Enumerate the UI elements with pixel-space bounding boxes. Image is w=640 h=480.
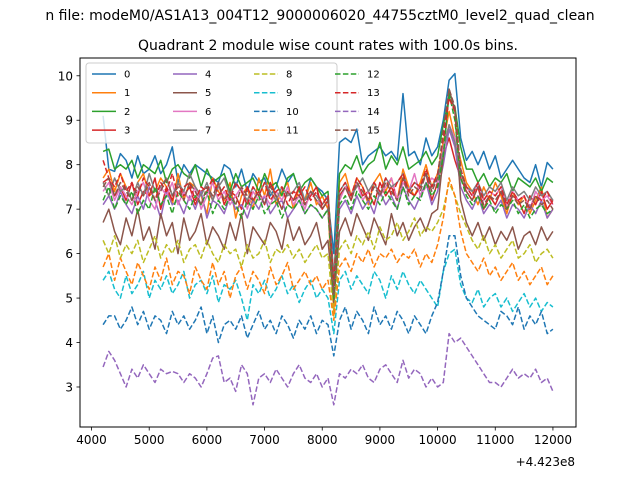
legend-label: 13 xyxy=(367,88,380,99)
x-tick-label: 6000 xyxy=(192,433,223,447)
x-tick-label: 10000 xyxy=(418,433,456,447)
axes-frame xyxy=(79,57,577,428)
legend-label: 12 xyxy=(367,70,380,81)
legend-label: 5 xyxy=(205,88,211,99)
series-line-8 xyxy=(102,181,554,317)
series-line-5 xyxy=(102,88,554,304)
series-line-10 xyxy=(102,235,554,357)
legend-label: 11 xyxy=(286,126,299,137)
x-tick-label: 11000 xyxy=(476,433,514,447)
legend-label: 2 xyxy=(124,107,130,118)
legend-label: 3 xyxy=(124,126,130,137)
y-tick-label: 10 xyxy=(58,69,73,83)
y-axis: 3 4 5 6 7 8 9 10 xyxy=(58,69,80,394)
legend-label: 15 xyxy=(367,126,380,137)
legend-label: 14 xyxy=(367,107,380,118)
x-tick-label: 4000 xyxy=(76,433,107,447)
x-tick-label: 5000 xyxy=(134,433,165,447)
legend-label: 0 xyxy=(124,70,130,81)
y-tick-label: 9 xyxy=(65,114,73,128)
legend-label: 4 xyxy=(205,70,211,81)
figure-suptitle: n file: modeM0/AS1A13_004T12_9000006020_… xyxy=(45,8,594,24)
x-offset-label: +4.423e8 xyxy=(516,455,575,469)
series-line-14 xyxy=(102,332,554,406)
series-line-13 xyxy=(102,97,554,286)
series-line-11 xyxy=(102,177,554,322)
x-tick-label: 12000 xyxy=(534,433,572,447)
x-tick-label: 8000 xyxy=(307,433,338,447)
legend-label: 8 xyxy=(286,70,292,81)
legend-label: 7 xyxy=(205,126,211,137)
legend-label: 6 xyxy=(205,107,211,118)
plot-series xyxy=(102,72,554,406)
series-line-9 xyxy=(102,248,554,335)
legend-label: 9 xyxy=(286,88,292,99)
legend-label: 1 xyxy=(124,88,130,99)
y-tick-label: 5 xyxy=(65,292,73,306)
x-tick-label: 9000 xyxy=(365,433,396,447)
y-tick-label: 7 xyxy=(65,203,73,217)
x-axis: 4000 5000 6000 7000 8000 9000 10000 11000 12000 xyxy=(76,427,572,447)
legend-box xyxy=(85,62,338,144)
y-tick-label: 6 xyxy=(65,247,73,261)
legend-label: 10 xyxy=(286,107,299,118)
series-line-15 xyxy=(102,88,554,295)
chart-title: Quadrant 2 module wise count rates with … xyxy=(138,38,518,54)
y-tick-label: 4 xyxy=(65,336,73,350)
x-tick-label: 7000 xyxy=(249,433,280,447)
y-tick-label: 8 xyxy=(65,158,73,172)
y-tick-label: 3 xyxy=(65,380,73,394)
